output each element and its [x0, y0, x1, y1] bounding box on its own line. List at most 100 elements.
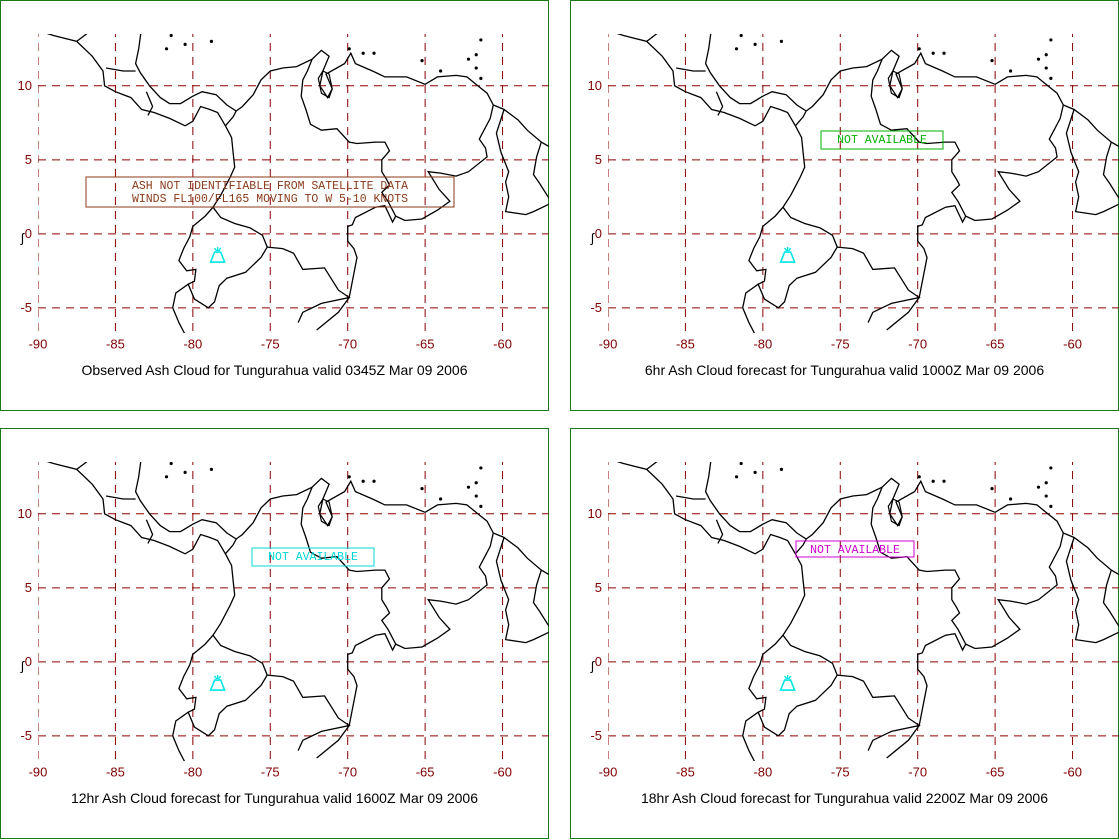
coastline [396, 105, 494, 221]
coastline [301, 487, 396, 725]
y-tick-label: 0 [595, 654, 602, 669]
island [740, 34, 743, 37]
island [372, 52, 375, 55]
island [1049, 466, 1052, 469]
coastline [396, 533, 494, 649]
island [475, 66, 478, 69]
map-area [30, 429, 549, 763]
island [918, 47, 921, 50]
island [990, 487, 993, 490]
volcano-icon [211, 247, 225, 262]
volcano-icon [781, 675, 795, 690]
island [170, 34, 173, 37]
panel-caption: 6hr Ash Cloud forecast for Tungurahua va… [571, 362, 1118, 378]
x-tick-label: -85 [676, 765, 695, 780]
coastline [837, 247, 919, 323]
y-tick-label: -5 [590, 300, 602, 315]
island [1009, 69, 1012, 72]
x-tick-label: -60 [1063, 337, 1082, 352]
x-tick-label: -80 [753, 337, 772, 352]
coastline [795, 111, 806, 126]
island [485, 26, 488, 29]
x-tick-label: -70 [908, 765, 927, 780]
island [479, 77, 482, 80]
x-tick-label: -65 [416, 765, 435, 780]
island [479, 505, 482, 508]
x-tick-label: -70 [338, 337, 357, 352]
coastline [966, 105, 1064, 221]
island [1045, 494, 1048, 497]
y-tick-label: 10 [18, 78, 32, 93]
island [754, 43, 757, 46]
island [439, 497, 442, 500]
island [348, 47, 351, 50]
x-tick-label: -85 [676, 337, 695, 352]
coastline [758, 635, 837, 736]
coastline [676, 496, 706, 499]
coastline [1104, 570, 1119, 626]
island [735, 47, 738, 50]
x-tick-label: -65 [986, 765, 1005, 780]
island [475, 494, 478, 497]
island [467, 58, 470, 61]
island [362, 480, 365, 483]
island [1055, 26, 1058, 29]
coastline [225, 111, 236, 126]
y-tick-label: -5 [20, 300, 32, 315]
coastline [106, 68, 136, 71]
island [780, 40, 783, 43]
y-tick-label: 5 [25, 580, 32, 595]
x-tick-label: -65 [416, 337, 435, 352]
panel-caption: 18hr Ash Cloud forecast for Tungurahua v… [571, 790, 1118, 806]
island [740, 462, 743, 465]
island [1049, 505, 1052, 508]
island [1009, 497, 1012, 500]
coastline [871, 59, 966, 297]
x-tick-label: -75 [261, 765, 280, 780]
x-tick-label: -80 [183, 337, 202, 352]
island [942, 480, 945, 483]
x-tick-label: -90 [599, 337, 618, 352]
x-tick-label: -75 [831, 337, 850, 352]
island [1055, 454, 1058, 457]
y-tick-label: 0 [25, 226, 32, 241]
coastline [871, 487, 966, 725]
coastline [188, 207, 267, 308]
ash-status-text: NOT AVAILABLE [810, 544, 900, 557]
panel-caption: Observed Ash Cloud for Tungurahua valid … [1, 362, 548, 378]
island [932, 480, 935, 483]
map-area [600, 1, 1119, 335]
coastline [837, 675, 919, 751]
y-tick-label: 5 [595, 580, 602, 595]
coastline [647, 12, 709, 42]
x-tick-label: -70 [338, 765, 357, 780]
coastline [600, 456, 804, 762]
coastline [647, 440, 709, 470]
volcano-icon [211, 675, 225, 690]
island [362, 52, 365, 55]
x-tick-label: -90 [29, 765, 48, 780]
coastline [301, 59, 396, 297]
panel-caption: 12hr Ash Cloud forecast for Tungurahua v… [1, 790, 548, 806]
island [932, 52, 935, 55]
map-area [600, 429, 1119, 763]
coastline [77, 12, 139, 42]
island [1045, 53, 1048, 56]
x-tick-label: -75 [261, 337, 280, 352]
island [170, 462, 173, 465]
y-tick-label: 0 [25, 654, 32, 669]
island [1049, 38, 1052, 41]
island [475, 481, 478, 484]
island [942, 52, 945, 55]
y-tick-label: 10 [18, 506, 32, 521]
island [1049, 77, 1052, 80]
y-tick-label: -5 [590, 728, 602, 743]
ash-status-text: ASH NOT IDENTIFIABLE FROM SATELLITE DATA [132, 180, 408, 193]
coastline [69, 1, 549, 147]
x-tick-label: -65 [986, 337, 1005, 352]
